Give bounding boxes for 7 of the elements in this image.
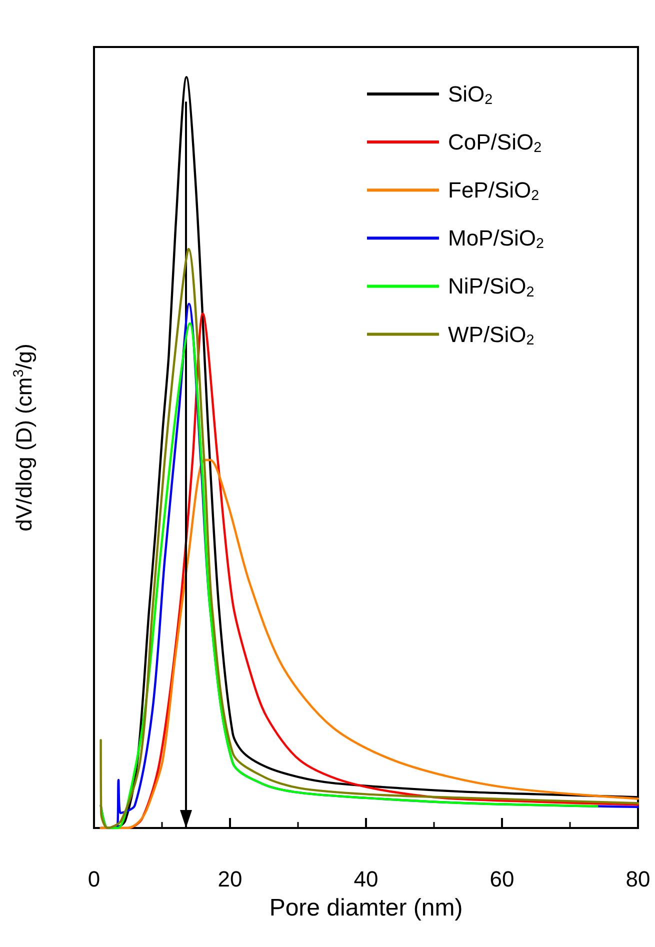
x-tick-label: 80 [626, 866, 650, 892]
x-tick-label: 0 [88, 866, 100, 892]
x-tick-label: 20 [218, 866, 242, 892]
x-tick-label: 40 [354, 866, 378, 892]
x-tick-label: 60 [490, 866, 514, 892]
x-axis-title: Pore diamter (nm) [269, 894, 463, 922]
y-axis-title: dV/dlog (D) (cm3/g) [11, 344, 37, 532]
